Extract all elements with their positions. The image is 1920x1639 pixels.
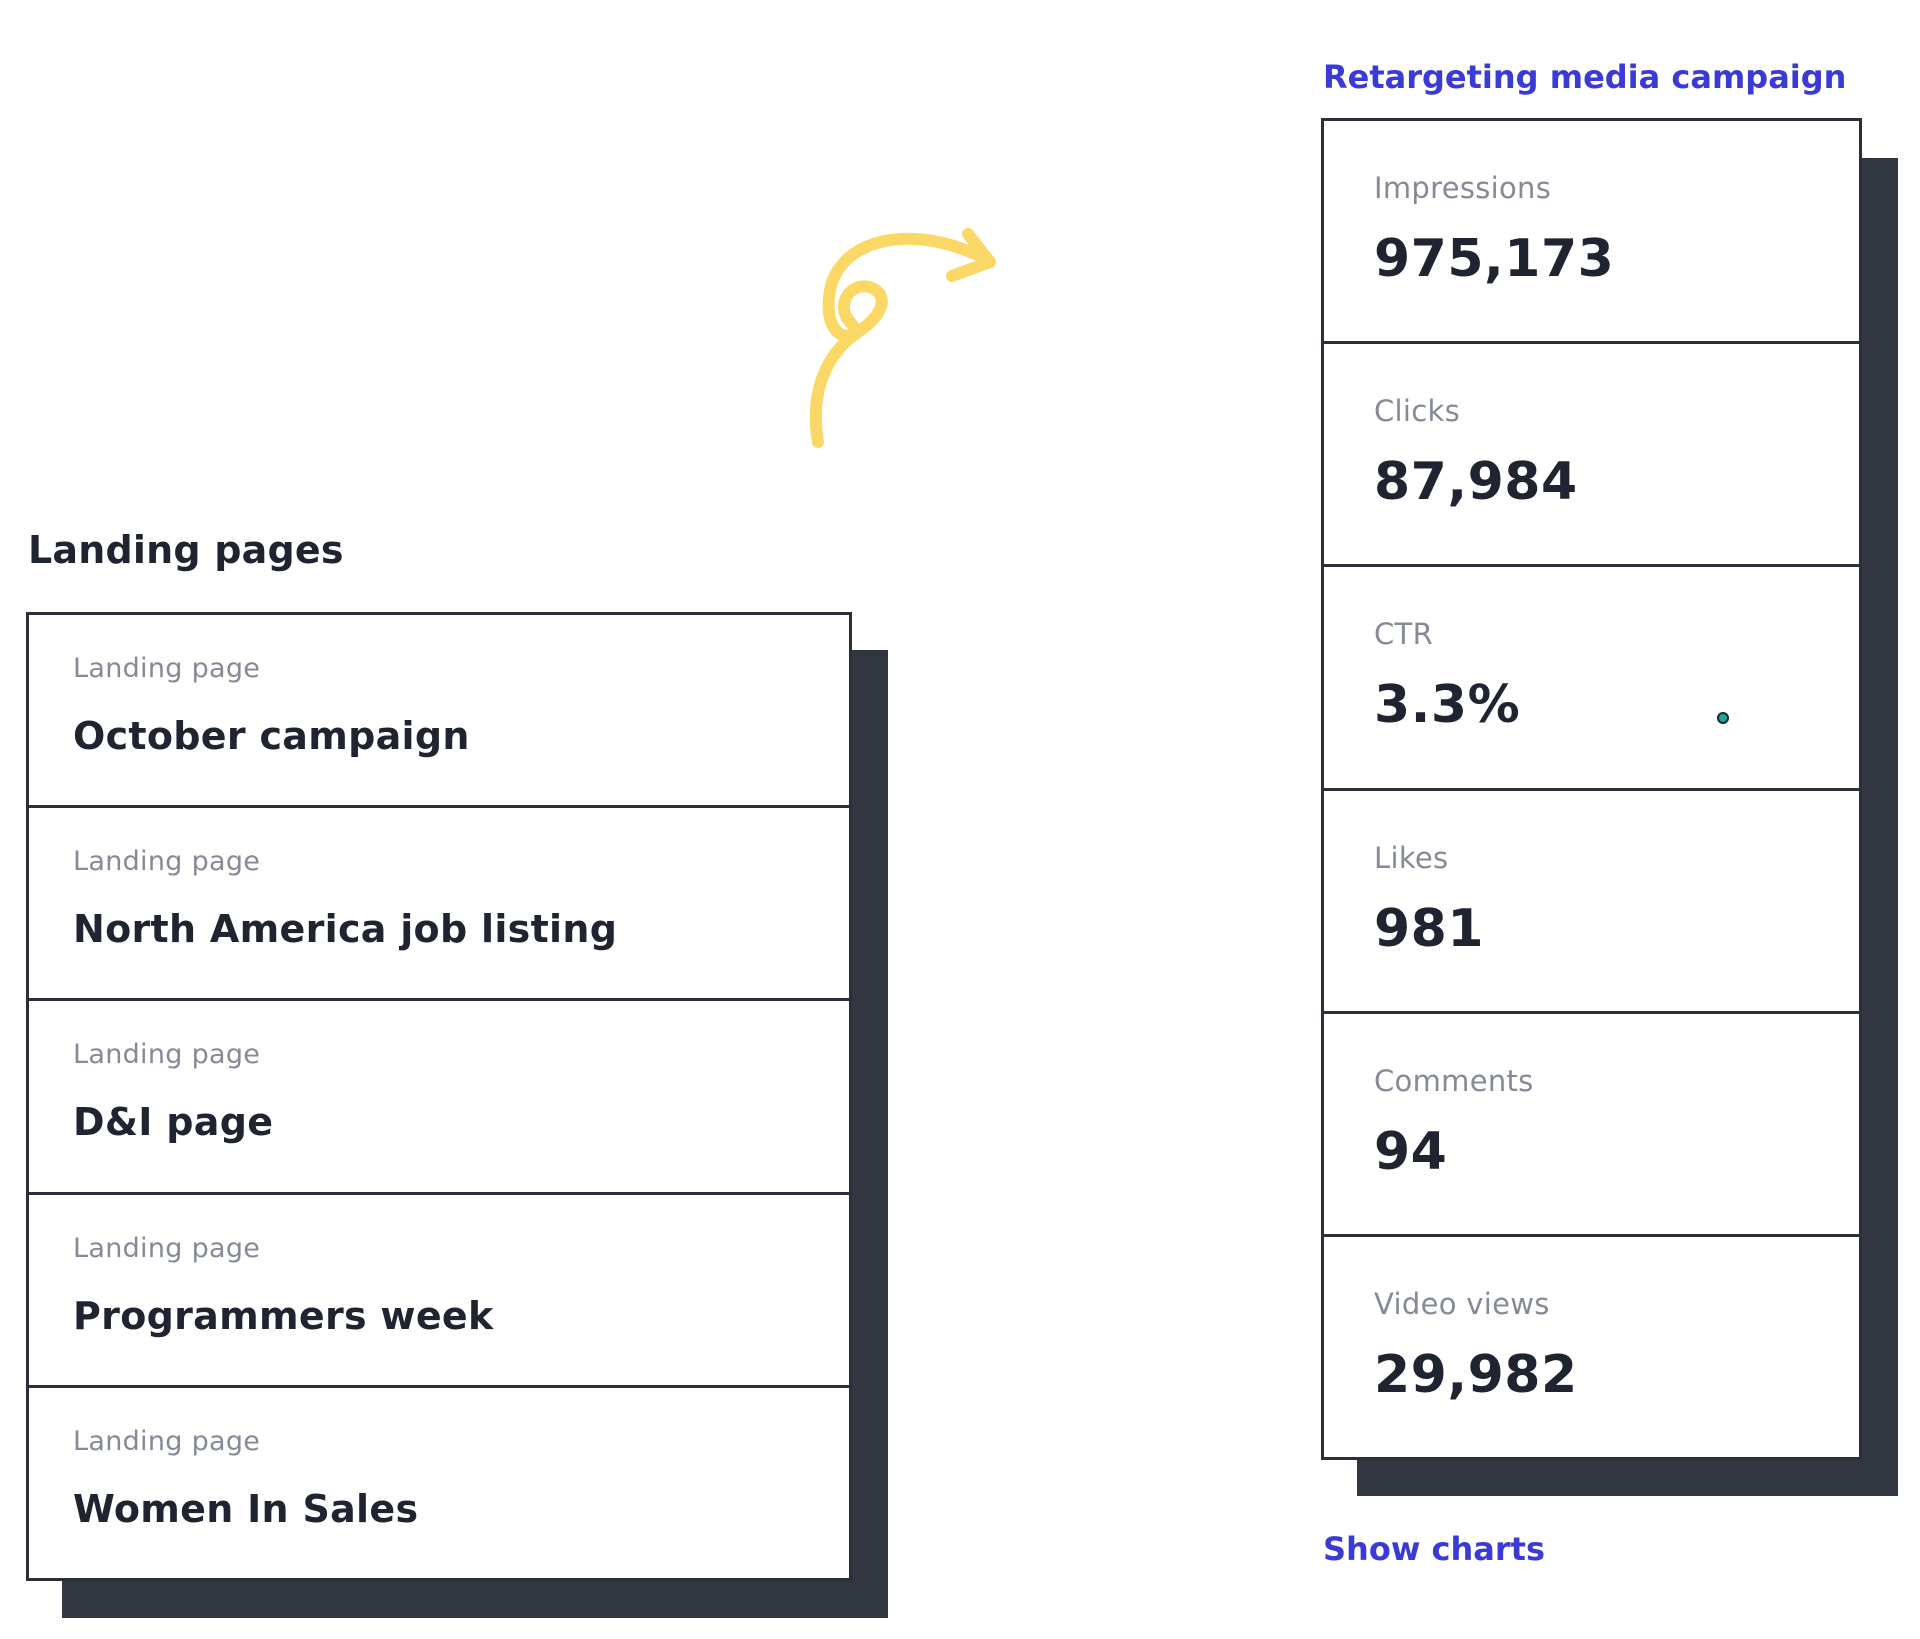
metric-label: CTR bbox=[1374, 617, 1434, 652]
landing-pages-title: Landing pages bbox=[28, 528, 344, 572]
curly-arrow-icon bbox=[809, 228, 996, 448]
metric-label: Likes bbox=[1374, 840, 1449, 875]
campaign-title-link[interactable]: Retargeting media campaign bbox=[1323, 58, 1847, 96]
metric-value: 94 bbox=[1374, 1121, 1448, 1182]
landing-page-label: Landing page bbox=[73, 846, 261, 878]
metric-clicks: Clicks 87,984 bbox=[1324, 344, 1859, 568]
landing-page-label: Landing page bbox=[73, 1039, 261, 1071]
campaign-metrics-card: Impressions 975,173 Clicks 87,984 CTR 3.… bbox=[1321, 118, 1862, 1460]
metric-likes: Likes 981 bbox=[1324, 791, 1859, 1014]
landing-page-item[interactable]: Landing page Women In Sales bbox=[29, 1388, 849, 1578]
metric-ctr: CTR 3.3% bbox=[1324, 567, 1859, 791]
landing-pages-list: Landing page October campaign Landing pa… bbox=[26, 612, 852, 1581]
landing-page-item[interactable]: Landing page Programmers week bbox=[29, 1195, 849, 1388]
metric-value: 87,984 bbox=[1374, 452, 1578, 513]
metric-label: Video views bbox=[1374, 1286, 1550, 1321]
metric-impressions: Impressions 975,173 bbox=[1324, 121, 1859, 345]
landing-page-name: October campaign bbox=[73, 714, 470, 758]
landing-page-item[interactable]: Landing page October campaign bbox=[29, 615, 849, 809]
metric-value: 3.3% bbox=[1374, 675, 1521, 736]
landing-page-name: Programmers week bbox=[73, 1293, 494, 1338]
metric-video-views: Video views 29,982 bbox=[1324, 1237, 1859, 1457]
landing-page-label: Landing page bbox=[73, 1232, 261, 1264]
landing-page-name: North America job listing bbox=[73, 907, 618, 952]
metric-label: Impressions bbox=[1374, 171, 1552, 205]
status-dot-icon bbox=[1717, 712, 1729, 725]
show-charts-link[interactable]: Show charts bbox=[1323, 1530, 1545, 1568]
landing-page-item[interactable]: Landing page North America job listing bbox=[29, 808, 849, 1002]
metric-label: Comments bbox=[1374, 1063, 1534, 1098]
metric-value: 975,173 bbox=[1374, 229, 1615, 289]
metric-value: 981 bbox=[1374, 898, 1485, 959]
landing-page-name: Women In Sales bbox=[73, 1486, 419, 1531]
metric-value: 29,982 bbox=[1374, 1344, 1578, 1405]
metric-comments: Comments 94 bbox=[1324, 1014, 1859, 1237]
landing-page-item[interactable]: Landing page D&I page bbox=[29, 1001, 849, 1195]
landing-page-name: D&I page bbox=[73, 1100, 274, 1145]
landing-page-label: Landing page bbox=[73, 1425, 261, 1457]
landing-page-label: Landing page bbox=[73, 653, 261, 684]
metric-label: Clicks bbox=[1374, 394, 1461, 429]
